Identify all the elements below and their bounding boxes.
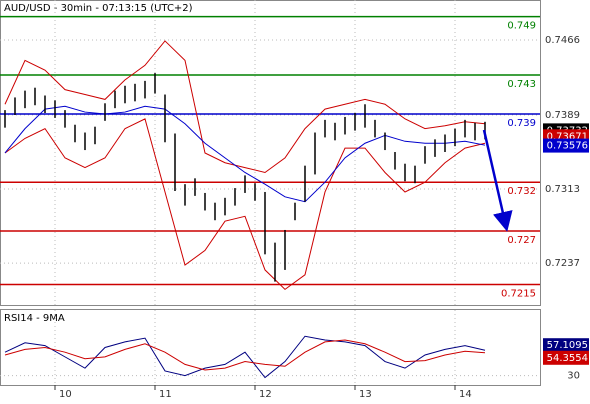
rsi-marker: [543, 350, 589, 365]
indicator-line: [4, 118, 486, 291]
y-tick-label: 0.7237: [545, 258, 580, 269]
x-tick-label: 14: [459, 389, 472, 400]
price-marker-label: 0.73671: [547, 131, 588, 142]
chart-title: AUD/USD - 30min - 07:13:15 (UTC+2): [4, 3, 193, 14]
level-label: 0.743: [507, 79, 536, 90]
level-label: 0.732: [507, 186, 536, 197]
level-label: 0.739: [507, 118, 536, 129]
indicator-line: [4, 105, 486, 203]
y-tick-label: 0.7389: [545, 110, 580, 121]
price-panel: [0, 0, 541, 306]
price-marker: [543, 138, 589, 153]
level-label: 0.749: [507, 21, 536, 32]
rsi-marker-label: 57.1095: [547, 340, 588, 351]
rsi-line: [4, 335, 486, 379]
rsi-marker-label: 54.3554: [547, 353, 588, 364]
x-tick-label: 10: [59, 389, 72, 400]
indicator-line: [4, 40, 486, 174]
rsi-title: RSI14 - 9MA: [4, 313, 65, 324]
y-tick-label: 30: [567, 371, 580, 382]
x-tick-label: 11: [159, 389, 172, 400]
level-label: 0.727: [507, 235, 536, 246]
x-tick-label: 12: [259, 389, 272, 400]
forecast-arrow: [482, 129, 513, 232]
rsi-marker: [543, 338, 589, 353]
x-tick-label: 13: [359, 389, 372, 400]
price-marker-label: 0.73576: [547, 141, 588, 152]
level-label: 0.7215: [501, 289, 536, 300]
rsi-line: [4, 339, 486, 371]
y-tick-label: 0.7466: [545, 35, 580, 46]
y-tick-label: 0.7313: [545, 184, 580, 195]
rsi-panel: [0, 309, 541, 386]
